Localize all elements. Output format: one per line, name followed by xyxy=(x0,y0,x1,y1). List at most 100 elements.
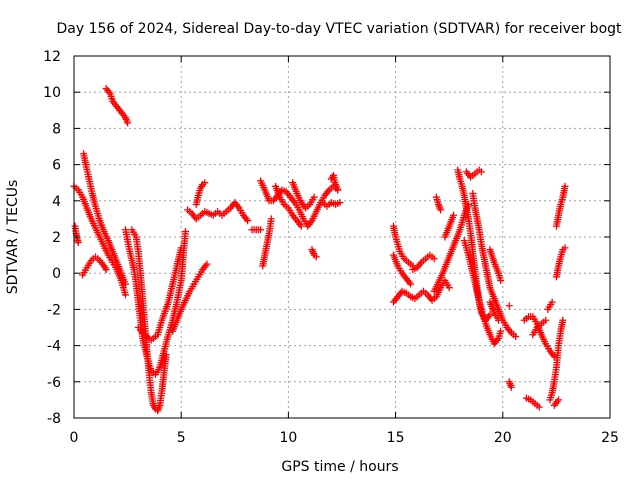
series-arc-9 xyxy=(169,260,211,335)
series-arc-23 xyxy=(409,251,438,274)
series-arc-22 xyxy=(389,251,415,288)
series-arc-30 xyxy=(460,237,505,348)
data-point xyxy=(445,284,453,292)
grid-lines xyxy=(74,56,610,418)
series-arc-21 xyxy=(389,276,453,306)
series-arc-3 xyxy=(80,150,129,288)
y-tick-label: -6 xyxy=(47,375,61,391)
y-tick-label: 10 xyxy=(43,85,61,101)
series-arc-37 xyxy=(529,316,550,339)
series-arc-26 xyxy=(441,211,457,241)
series-arc-2 xyxy=(71,222,82,246)
series-arc-27 xyxy=(454,166,494,324)
series-arc-20 xyxy=(389,222,417,270)
x-tick-label: 20 xyxy=(494,430,512,446)
data-point xyxy=(162,351,170,359)
series-arc-29 xyxy=(469,190,520,341)
y-tick-label: 6 xyxy=(52,158,61,174)
data-point xyxy=(561,182,569,190)
series-arc-42 xyxy=(550,396,563,409)
data-point xyxy=(181,228,189,236)
y-tick-label: -8 xyxy=(47,411,61,427)
series-arc-31 xyxy=(486,246,505,284)
data-point xyxy=(177,244,185,252)
series-arc-38 xyxy=(544,298,556,313)
y-tick-label: -4 xyxy=(47,339,61,355)
data-point xyxy=(297,222,305,230)
data-point xyxy=(512,333,520,341)
data-point xyxy=(310,193,318,201)
data-point xyxy=(507,383,515,391)
data-point xyxy=(203,260,211,268)
data-point xyxy=(535,403,543,411)
x-tick-label: 0 xyxy=(70,430,79,446)
data-point xyxy=(267,215,275,223)
x-tick-label: 5 xyxy=(177,430,186,446)
series-arc-33 xyxy=(505,302,513,310)
y-tick-label: 12 xyxy=(43,49,61,65)
series-arc-13 xyxy=(259,215,275,270)
series-arc-11 xyxy=(192,179,209,208)
series-arc-36 xyxy=(522,394,543,411)
data-point xyxy=(257,226,265,234)
data-point xyxy=(124,119,132,127)
series-arc-41 xyxy=(552,244,569,281)
data-point xyxy=(201,179,209,187)
series-arc-7 xyxy=(128,226,170,415)
y-tick-label: 8 xyxy=(52,121,61,137)
data-point xyxy=(505,302,513,310)
y-tick-label: 2 xyxy=(52,230,61,246)
data-point xyxy=(555,396,563,404)
series-arc-17 xyxy=(308,246,320,261)
x-tick-label: 10 xyxy=(279,430,297,446)
data-point xyxy=(497,276,505,284)
chart-title: Day 156 of 2024, Sidereal Day-to-day VTE… xyxy=(56,21,622,37)
data-point xyxy=(430,255,438,263)
data-point xyxy=(312,253,320,261)
axis-ticks: 0 5 10 15 20 25 -8 -6 -4 -2 0 2 4 6 8 10 12 xyxy=(43,49,619,446)
data-point xyxy=(497,327,505,335)
data-point xyxy=(477,168,485,176)
series-arc-10 xyxy=(184,199,252,225)
data-point xyxy=(449,211,457,219)
series-arc-5 xyxy=(102,85,132,127)
y-tick-label: 0 xyxy=(52,266,61,282)
data-point xyxy=(561,244,569,252)
y-tick-label: 4 xyxy=(52,194,61,210)
data-point xyxy=(437,206,445,214)
series-arc-40 xyxy=(552,182,569,230)
series-arc-6 xyxy=(121,226,189,379)
y-tick-label: -2 xyxy=(47,302,61,318)
series-arc-19 xyxy=(327,171,342,194)
series-arc-8 xyxy=(134,244,185,344)
data-point xyxy=(559,316,567,324)
data-point xyxy=(407,280,415,288)
data-point xyxy=(121,280,129,288)
series-arc-16 xyxy=(289,179,318,212)
x-tick-label: 25 xyxy=(601,430,619,446)
data-point xyxy=(334,186,342,194)
data-points xyxy=(70,85,569,415)
data-point xyxy=(542,316,550,324)
series-arc-39 xyxy=(546,316,567,404)
series-arc-4 xyxy=(79,253,110,279)
data-point xyxy=(121,291,129,299)
data-point xyxy=(495,316,503,324)
data-point xyxy=(550,352,558,360)
series-arc-25 xyxy=(432,193,445,214)
series-arc-1 xyxy=(70,182,129,299)
series-arc-15 xyxy=(272,182,305,230)
data-point xyxy=(74,238,82,246)
data-point xyxy=(244,217,252,225)
series-arc-12 xyxy=(248,226,265,234)
series-arc-18 xyxy=(319,199,344,210)
data-point xyxy=(548,298,556,306)
series-arc-34 xyxy=(505,378,515,391)
data-point xyxy=(336,199,344,207)
series-arc-32 xyxy=(486,298,503,324)
x-axis-label: GPS time / hours xyxy=(281,459,398,475)
x-tick-label: 15 xyxy=(387,430,405,446)
series-arc-28 xyxy=(462,166,485,181)
series-arc-35 xyxy=(520,313,558,360)
